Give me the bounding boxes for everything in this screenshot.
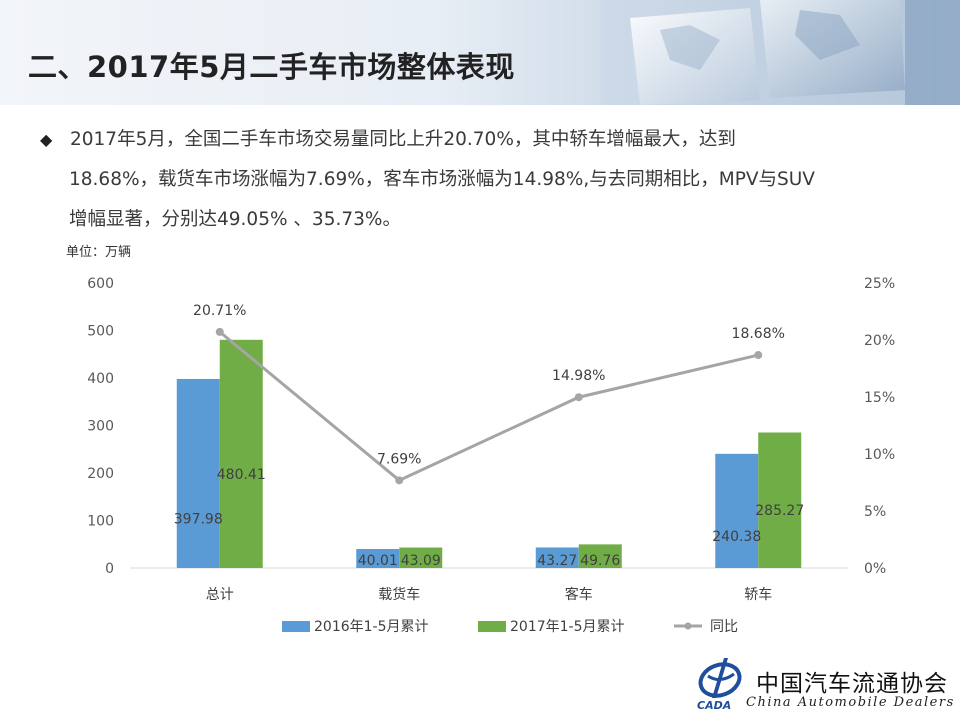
category-label: 客车 bbox=[565, 586, 593, 603]
line-series-path bbox=[218, 330, 759, 483]
line-data-label: 14.98% bbox=[552, 368, 605, 384]
bar bbox=[715, 453, 759, 568]
bar bbox=[535, 547, 579, 568]
bar bbox=[758, 432, 802, 568]
line-data-label: 20.71% bbox=[193, 303, 246, 319]
bar-data-label: 240.38 bbox=[712, 529, 761, 545]
bar-data-label: 40.01 bbox=[358, 553, 398, 569]
left-axis-tick-label: 600 bbox=[87, 276, 114, 292]
logo-chinese-name: 中国汽车流通协会 bbox=[756, 671, 948, 697]
summary-line-2: 18.68%，载货车市场涨幅为7.69%，客车市场涨幅为14.98%,与去同期相… bbox=[69, 169, 815, 190]
diamond-bullet-icon: ◆ bbox=[40, 130, 53, 149]
slide-title: 二、2017年5月二手车市场整体表现 bbox=[28, 50, 515, 84]
line-point bbox=[754, 351, 763, 360]
header-banner: 二、2017年5月二手车市场整体表现 bbox=[0, 0, 960, 105]
bar-data-label: 480.41 bbox=[217, 467, 266, 483]
right-axis-tick-label: 15% bbox=[864, 390, 895, 406]
left-axis-tick-label: 500 bbox=[87, 324, 114, 340]
bar bbox=[356, 548, 400, 568]
right-axis-tick-label: 20% bbox=[864, 333, 895, 349]
cada-logo: CADA 中国汽车流通协会 China Automobile Dealers bbox=[694, 654, 954, 714]
combo-chart: 0 100 200 300 400 500 600 0% 5% 10% 15% 20% 25% 总计 载货车… bbox=[87, 276, 895, 635]
right-axis-tick-label: 0% bbox=[864, 561, 886, 577]
legend-label: 2017年1-5月累计 bbox=[510, 619, 625, 635]
left-axis-tick-label: 300 bbox=[87, 419, 114, 435]
cada-logo-mark-icon: CADA bbox=[697, 658, 742, 712]
summary-line-1: 2017年5月，全国二手车市场交易量同比上升20.70%，其中轿车增幅最大，达到 bbox=[70, 129, 736, 150]
summary-line-3: 增幅显著，分别达49.05% 、35.73%。 bbox=[69, 209, 401, 230]
bar-data-label: 397.98 bbox=[174, 512, 223, 528]
legend-line-marker bbox=[684, 622, 692, 630]
bar bbox=[219, 339, 263, 568]
bar bbox=[176, 378, 220, 568]
line-point bbox=[395, 476, 404, 485]
line-point bbox=[574, 393, 583, 402]
category-label: 载货车 bbox=[378, 586, 420, 603]
line-point bbox=[215, 327, 224, 336]
left-axis-tick-label: 200 bbox=[87, 466, 114, 482]
category-label: 总计 bbox=[206, 587, 234, 603]
left-axis-tick-label: 0 bbox=[105, 561, 114, 577]
legend-swatch bbox=[478, 621, 506, 632]
header-decoration-image bbox=[600, 0, 960, 105]
bar bbox=[578, 544, 622, 568]
bar-data-label: 43.27 bbox=[537, 553, 577, 569]
bar-data-label: 43.09 bbox=[401, 553, 441, 569]
bar-data-label: 285.27 bbox=[755, 503, 804, 519]
right-axis-tick-label: 25% bbox=[864, 276, 895, 292]
left-axis-tick-label: 100 bbox=[87, 514, 114, 530]
line-data-label: 7.69% bbox=[377, 451, 421, 467]
legend-swatch bbox=[282, 621, 310, 632]
cada-mark-text: CADA bbox=[697, 699, 731, 712]
line-data-label: 18.68% bbox=[732, 326, 785, 342]
left-axis-tick-label: 400 bbox=[87, 371, 114, 387]
bar bbox=[399, 547, 443, 568]
summary-bullet: ◆ 2017年5月，全国二手车市场交易量同比上升20.70%，其中轿车增幅最大，… bbox=[40, 120, 920, 240]
unit-label: 单位：万辆 bbox=[66, 245, 132, 260]
legend-label: 同比 bbox=[710, 619, 738, 635]
bar-data-label: 49.76 bbox=[580, 553, 620, 569]
right-axis-tick-label: 5% bbox=[864, 504, 886, 520]
logo-english-name: China Automobile Dealers bbox=[746, 695, 955, 710]
legend-label: 2016年1-5月累计 bbox=[314, 619, 429, 635]
right-axis-tick-label: 10% bbox=[864, 447, 895, 463]
category-label: 轿车 bbox=[744, 586, 772, 603]
